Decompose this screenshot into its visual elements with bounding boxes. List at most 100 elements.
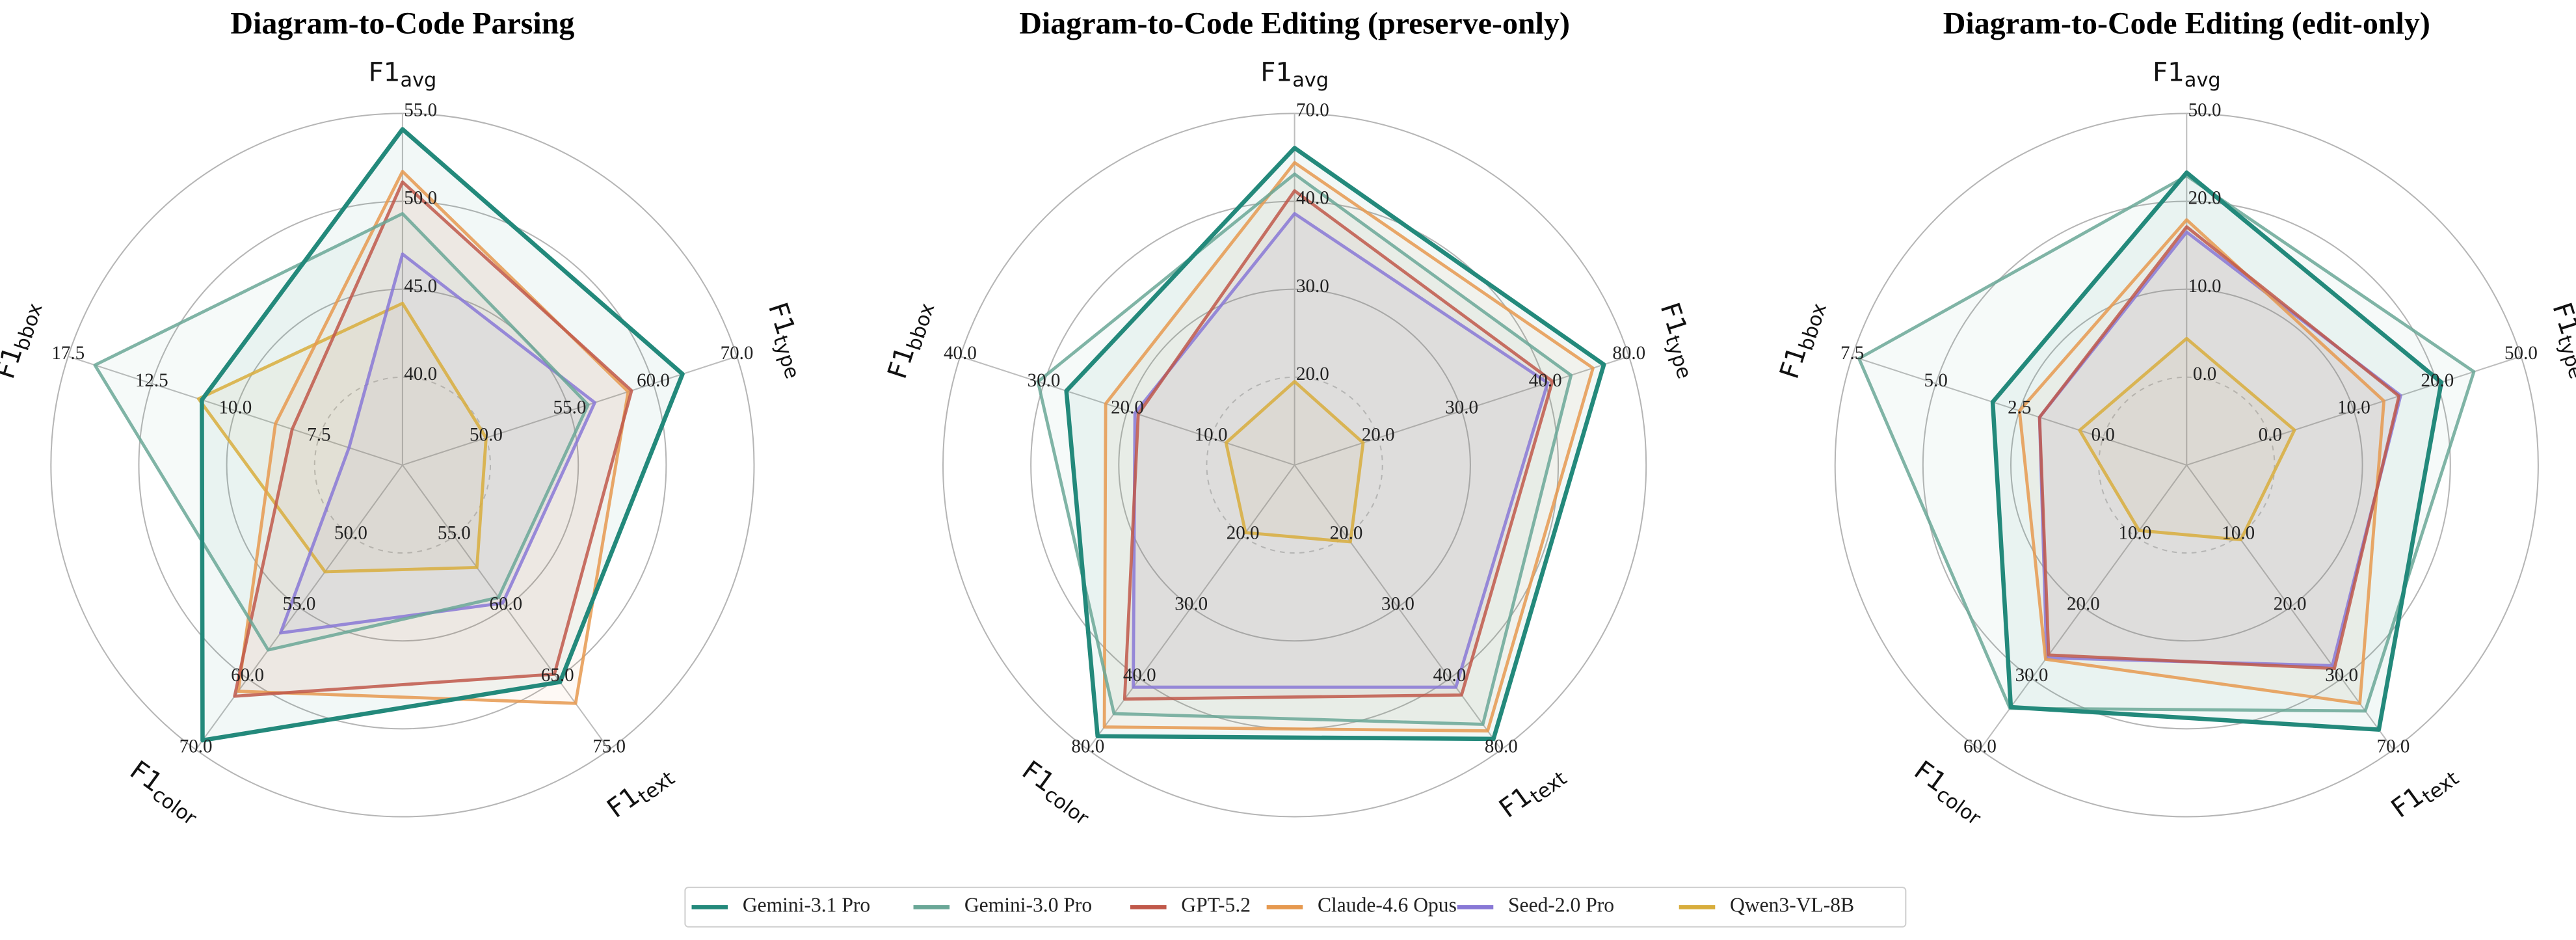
tick-label: 70.0: [179, 736, 213, 757]
tick-label: 40.0: [404, 364, 437, 384]
tick-label: 10.0: [2337, 397, 2370, 418]
tick-label: 30.0: [2015, 665, 2049, 686]
series-line: [1224, 380, 1365, 544]
chart-title: Diagram-to-Code Editing (preserve-only): [1019, 6, 1570, 40]
series-area: [2019, 219, 2384, 704]
tick-label: 40.0: [1433, 665, 1466, 686]
series-line: [93, 211, 590, 652]
tick-label: 10.0: [219, 397, 252, 418]
series-area: [198, 303, 486, 572]
series-line: [2038, 225, 2401, 671]
axis-label-sub: avg: [401, 68, 437, 91]
tick-label: 80.0: [1485, 736, 1518, 757]
spoke: [2186, 355, 2521, 466]
tick-label: 30.0: [1296, 276, 1329, 297]
axis-label: F1avg: [1260, 57, 1329, 92]
tick-label: 65.0: [541, 665, 574, 686]
axis-label-sub: avg: [1292, 68, 1329, 91]
series-area: [1133, 213, 1548, 688]
tick-label: 20.0: [1362, 424, 1395, 445]
series-area: [1226, 381, 1363, 543]
spoke: [1087, 464, 1295, 750]
series-line: [1122, 189, 1554, 701]
tick-label: 40.0: [944, 343, 977, 364]
tick-label: 55.0: [438, 522, 471, 543]
radar-chart: Diagram-to-Code Editing (preserve-only) 2…: [881, 6, 1696, 829]
series-line: [2017, 218, 2386, 705]
series-area: [1066, 148, 1604, 739]
tick-label: 60.0: [489, 594, 522, 615]
axis-label: F1avg: [369, 57, 437, 92]
tick-label: 70.0: [721, 343, 754, 364]
series-line: [1036, 172, 1573, 726]
tick-label: 2.5: [2008, 397, 2031, 418]
chart-title: Diagram-to-Code Editing (edit-only): [1943, 6, 2430, 40]
tick-label: 0.0: [2259, 424, 2282, 445]
spoke: [1979, 464, 2188, 750]
tick-label: 30.0: [1175, 594, 1208, 615]
spoke: [68, 355, 403, 466]
tick-label: 75.0: [592, 736, 626, 757]
tick-label: 40.0: [1296, 188, 1329, 209]
tick-label: 10.0: [2222, 522, 2255, 543]
series-area: [1037, 174, 1571, 725]
series-area: [234, 181, 632, 697]
tick-label: 30.0: [1381, 594, 1414, 615]
axis-label-main: F1: [1260, 57, 1292, 88]
tick-label: 7.5: [1840, 343, 1864, 364]
tick-label: 50.0: [2504, 343, 2538, 364]
tick-label: 60.0: [1963, 736, 1997, 757]
series-area: [202, 129, 683, 741]
spoke: [960, 355, 1295, 466]
legend-label: Qwen3-VL-8B: [1730, 894, 1854, 917]
tick-label: 55.0: [553, 397, 587, 418]
series-line: [2078, 336, 2296, 542]
tick-label: 70.0: [1296, 100, 1329, 120]
tick-label: 45.0: [404, 276, 437, 297]
axis-label-main: F1: [369, 57, 401, 88]
tick-label: 20.0: [1330, 522, 1363, 543]
tick-label: 10.0: [2118, 522, 2151, 543]
radar-chart: Diagram-to-Code Parsing 40.0 45.0 50.0 55.0 5…: [0, 6, 804, 829]
tick-label: 50.0: [470, 424, 503, 445]
tick-label: 50.0: [2188, 100, 2222, 120]
series-area: [2079, 338, 2295, 540]
series-area: [2039, 226, 2399, 669]
tick-label: 12.5: [135, 370, 168, 391]
tick-label: 55.0: [283, 594, 316, 615]
tick-label: 50.0: [404, 188, 437, 209]
tick-label: 30.0: [1028, 370, 1061, 391]
tick-label: 80.0: [1612, 343, 1645, 364]
series-area: [2039, 232, 2401, 666]
series-area: [1124, 191, 1553, 699]
tick-label: 70.0: [2377, 736, 2410, 757]
tick-label: 30.0: [2325, 665, 2358, 686]
series-area: [1104, 163, 1593, 731]
tick-label: 40.0: [1123, 665, 1156, 686]
legend-label: Claude-4.6 Opus: [1318, 894, 1457, 917]
tick-label: 20.0: [1296, 364, 1329, 384]
legend-label: Gemini-3.0 Pro: [964, 894, 1092, 917]
tick-label: 20.0: [2188, 188, 2222, 209]
tick-label: 5.0: [1924, 370, 1948, 391]
tick-label: 60.0: [231, 665, 264, 686]
series-line: [1064, 146, 1606, 742]
series-line: [196, 301, 488, 574]
series-area: [280, 254, 595, 633]
legend-label: GPT-5.2: [1181, 894, 1251, 917]
chart-title: Diagram-to-Code Parsing: [230, 6, 574, 40]
tick-label: 30.0: [1445, 397, 1478, 418]
series-area: [94, 213, 589, 651]
axis-label: F1avg: [2153, 57, 2221, 92]
radar-chart: Diagram-to-Code Editing (edit-only) 0.0 10…: [1773, 6, 2576, 829]
tick-label: 0.0: [2193, 364, 2216, 384]
legend-label: Seed-2.0 Pro: [1508, 894, 1614, 917]
series-area: [1859, 176, 2475, 711]
spoke: [1294, 355, 1630, 466]
tick-label: 0.0: [2091, 424, 2115, 445]
series-line: [1857, 174, 2476, 713]
tick-label: 20.0: [2067, 594, 2100, 615]
tick-label: 40.0: [1529, 370, 1562, 391]
